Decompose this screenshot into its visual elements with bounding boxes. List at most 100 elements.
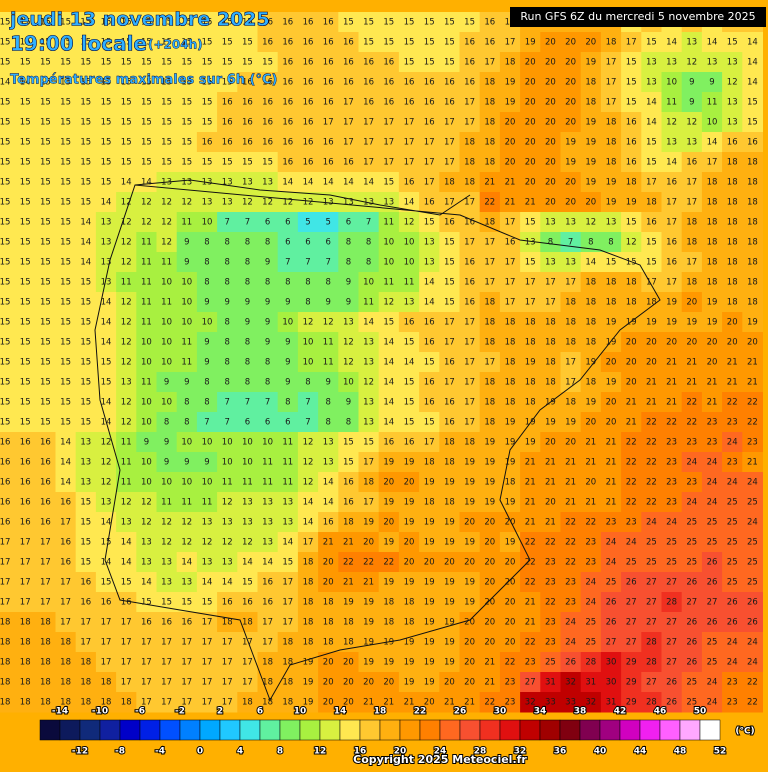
legend-tick-bottom: 16 [354, 747, 367, 757]
cell-value: 19 [525, 38, 536, 48]
cell-fill [297, 632, 319, 653]
cell-fill [15, 492, 36, 513]
cell-value: 10 [202, 318, 213, 328]
cell-fill [156, 192, 178, 213]
cell-fill [479, 72, 501, 93]
cell-fill [459, 632, 481, 653]
cell-fill [136, 152, 157, 173]
cell-value: 15 [202, 118, 213, 128]
cell-value: 18 [565, 318, 576, 328]
cell-fill [75, 492, 97, 513]
cell-value: 15 [80, 558, 91, 568]
cell-value: 18 [20, 678, 31, 688]
cell-fill [398, 112, 420, 133]
cell-value: 19 [585, 138, 596, 148]
cell-fill [55, 592, 77, 613]
cell-value: 11 [282, 478, 293, 488]
cell-value: 15 [20, 398, 31, 408]
cell-fill [237, 372, 258, 393]
cell-value: 16 [383, 78, 394, 88]
cell-fill [217, 92, 238, 113]
cell-value: 11 [383, 218, 394, 228]
cell-value: 11 [202, 498, 213, 508]
cell-fill [722, 312, 743, 333]
cell-value: 12 [585, 218, 596, 228]
cell-fill [621, 292, 642, 313]
cell-value: 11 [282, 458, 293, 468]
cell-fill [277, 92, 299, 113]
cell-fill [257, 492, 279, 513]
cell-fill [641, 652, 662, 673]
cell-fill [0, 392, 16, 413]
cell-value: 24 [626, 538, 637, 548]
cell-fill [742, 232, 763, 253]
cell-fill [318, 332, 339, 353]
cell-fill [156, 312, 178, 333]
cell-fill [560, 612, 582, 633]
cell-value: 16 [40, 498, 51, 508]
cell-fill [681, 372, 703, 393]
cell-fill [621, 192, 642, 213]
cell-value: 20 [444, 678, 455, 688]
cell-value: 17 [484, 358, 495, 368]
cell-fill [540, 292, 561, 313]
cell-value: 21 [727, 358, 738, 368]
cell-value: 15 [101, 178, 112, 188]
cell-fill [75, 52, 97, 73]
cell-value: 15 [80, 278, 91, 288]
cell-value: 12 [121, 258, 132, 268]
cell-value: 16 [424, 98, 435, 108]
cell-fill [701, 312, 723, 333]
cell-fill [580, 232, 602, 253]
cell-fill [641, 532, 662, 553]
cell-fill [742, 252, 763, 273]
cell-value: 10 [141, 358, 152, 368]
cell-fill [661, 452, 683, 473]
cell-fill [35, 492, 56, 513]
cell-value: 22 [363, 558, 374, 568]
cell-fill [742, 92, 763, 113]
cell-value: 12 [161, 538, 172, 548]
cell-value: 10 [181, 318, 192, 328]
cell-value: 21 [545, 518, 556, 528]
cell-value: 20 [383, 678, 394, 688]
cell-value: 18 [464, 438, 475, 448]
cell-value: 12 [121, 218, 132, 228]
cell-value: 16 [424, 378, 435, 388]
cell-fill [0, 312, 16, 333]
cell-value: 20 [525, 118, 536, 128]
cell-fill [176, 272, 198, 293]
cell-value: 17 [202, 618, 213, 628]
cell-fill [136, 32, 157, 53]
cell-value: 15 [60, 258, 71, 268]
cell-value: 25 [585, 618, 596, 628]
cell-value: 8 [285, 278, 290, 288]
cell-value: 15 [40, 158, 51, 168]
cell-value: 12 [343, 338, 354, 348]
cell-fill [176, 232, 198, 253]
cell-fill [318, 612, 339, 633]
cell-value: 22 [686, 418, 697, 428]
cell-fill [499, 192, 521, 213]
cell-value: 7 [366, 218, 371, 228]
cell-fill [722, 392, 743, 413]
cell-value: 18 [464, 138, 475, 148]
cell-value: 11 [121, 458, 132, 468]
cell-fill [136, 332, 157, 353]
cell-value: 19 [505, 538, 516, 548]
cell-fill [439, 292, 460, 313]
cell-value: 8 [224, 258, 229, 268]
cell-fill [722, 92, 743, 113]
cell-fill [459, 252, 481, 273]
cell-value: 21 [505, 178, 516, 188]
cell-fill [701, 492, 723, 513]
cell-fill [176, 252, 198, 273]
cell-fill [722, 32, 743, 53]
cell-fill [742, 532, 763, 553]
cell-value: 12 [404, 218, 415, 228]
cell-fill [439, 572, 460, 593]
cell-value: 15 [343, 18, 354, 28]
cell-value: 10 [383, 258, 394, 268]
cell-fill [0, 192, 16, 213]
cell-value: 15 [40, 138, 51, 148]
